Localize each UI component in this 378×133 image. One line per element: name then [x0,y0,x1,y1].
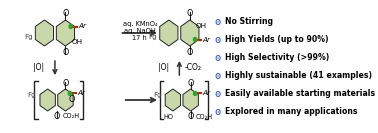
Text: O: O [62,9,69,18]
Polygon shape [58,89,73,111]
Circle shape [194,38,197,41]
Polygon shape [35,20,54,46]
Text: High Selectivity (>99%): High Selectivity (>99%) [225,53,329,63]
Polygon shape [165,89,181,111]
Text: High Yields (up to 90%): High Yields (up to 90%) [225,36,328,45]
Polygon shape [181,20,199,46]
Text: O: O [62,79,69,88]
Text: O: O [187,79,194,88]
Text: O: O [68,95,75,105]
Text: OH: OH [196,22,207,28]
Circle shape [217,93,219,95]
Text: -CO₂: -CO₂ [184,63,201,72]
Text: Ar: Ar [202,90,210,96]
Text: O: O [187,9,193,18]
Text: CO₂H: CO₂H [63,113,80,119]
Circle shape [194,91,197,95]
Text: Explored in many applications: Explored in many applications [225,107,357,117]
Text: Fg: Fg [149,34,157,40]
Circle shape [68,91,71,95]
Circle shape [217,21,219,23]
Text: O: O [62,48,69,57]
Text: O: O [53,112,60,121]
Circle shape [69,24,72,28]
Text: |O|: |O| [158,63,169,72]
Circle shape [217,39,219,41]
Text: 17 h: 17 h [132,35,147,41]
Polygon shape [40,89,55,111]
Circle shape [217,75,219,77]
Circle shape [217,57,219,59]
Text: Highly sustainable (41 examples): Highly sustainable (41 examples) [225,72,372,80]
Text: HO: HO [163,114,173,120]
Text: aq. KMnO₄: aq. KMnO₄ [122,21,157,27]
Text: CO₂H: CO₂H [196,114,213,120]
Text: |O|: |O| [33,63,45,72]
Text: aq. NaOH: aq. NaOH [124,28,156,34]
Polygon shape [56,20,74,46]
Text: Ar: Ar [77,90,85,96]
Text: O: O [187,112,194,121]
Text: OH: OH [72,40,83,45]
Polygon shape [160,20,178,46]
Text: O: O [187,48,193,57]
Text: Fg: Fg [24,34,33,40]
Circle shape [217,111,219,113]
Polygon shape [183,89,198,111]
Text: Fg: Fg [153,92,162,97]
Text: Easily available starting materials: Easily available starting materials [225,90,375,99]
Text: No Stirring: No Stirring [225,18,273,26]
Text: Ar: Ar [78,24,86,30]
Text: Fg: Fg [27,92,36,97]
Text: Ar: Ar [203,36,211,43]
